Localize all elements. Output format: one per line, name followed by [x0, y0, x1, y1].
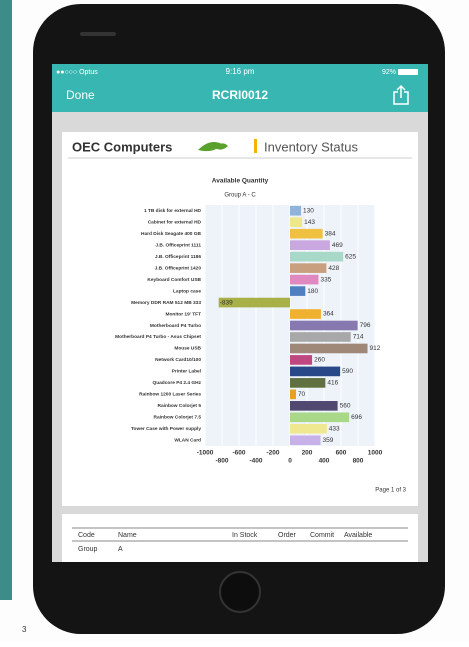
- value-label: 433: [329, 426, 340, 433]
- nav-title: RCRI0012: [212, 88, 268, 102]
- table-cell: Group: [78, 546, 98, 553]
- battery: 92%: [382, 69, 396, 76]
- y-tick-label: Monitor 19' TFT: [165, 311, 201, 317]
- edge: [0, 0, 12, 600]
- chart-subtitle: Group A - C: [224, 193, 256, 199]
- x-tick-label: 0: [288, 458, 292, 465]
- x-tick-label: -400: [249, 458, 262, 465]
- done-button[interactable]: Done: [66, 88, 95, 102]
- y-tick-label: Rainbow Colorjet 5: [158, 403, 202, 409]
- table-header: In Stock: [232, 532, 258, 539]
- page-footer: Page 1 of 3: [375, 488, 406, 494]
- bar: [290, 286, 305, 296]
- x-tick-label: 1000: [368, 450, 383, 457]
- bar: [290, 263, 326, 273]
- bar: [290, 321, 358, 331]
- bar: [290, 275, 318, 285]
- report-title: Inventory Status: [264, 139, 358, 154]
- bar: [290, 390, 296, 400]
- value-label: 180: [307, 288, 318, 295]
- y-tick-label: Memory DDR RAM 512 MB 333: [131, 300, 201, 306]
- corner-mark: 3: [22, 625, 27, 634]
- value-label: 130: [303, 207, 314, 214]
- value-label: 560: [340, 403, 351, 410]
- y-tick-label: Cabinet for external HD: [148, 219, 202, 225]
- value-label: -839: [220, 299, 233, 306]
- value-label: 796: [360, 322, 371, 329]
- separator: [254, 139, 257, 153]
- y-tick-label: J.B. Officeprint 1111: [155, 242, 201, 248]
- company: OEC Computers: [72, 139, 172, 154]
- y-tick-label: J.B. Officeprint 1420: [155, 265, 202, 271]
- y-tick-label: Hard Disk Seagate 400 GB: [141, 231, 202, 237]
- y-tick-label: WLAN Card: [174, 438, 201, 444]
- x-tick-label: 800: [353, 458, 364, 465]
- bar: [290, 355, 312, 365]
- y-tick-label: Motherboard P4 Turbo - Asus Chipset: [115, 334, 201, 340]
- time: 9:16 pm: [226, 67, 255, 76]
- x-tick-label: -800: [215, 458, 228, 465]
- x-tick-label: 200: [302, 450, 313, 457]
- battery-icon: [398, 69, 418, 75]
- table-header: Available: [344, 532, 372, 539]
- x-tick-label: 400: [319, 458, 330, 465]
- speaker: [80, 32, 116, 36]
- value-label: 335: [320, 276, 331, 283]
- y-tick-label: 1 TB disk for external HD: [144, 208, 202, 214]
- bar: [290, 332, 351, 342]
- table-header: Order: [278, 532, 297, 539]
- home-button[interactable]: [220, 572, 260, 612]
- page: ●●○○○ Optus 9:16 pm 92% Done RCRI0012 OE…: [0, 0, 469, 647]
- value-label: 714: [353, 334, 364, 341]
- bar: [290, 206, 301, 216]
- y-tick-label: Tower Case with Power supply: [131, 426, 201, 432]
- y-tick-label: Quadcore P4 2.4 GHz: [152, 380, 201, 386]
- carrier: ●●○○○ Optus: [56, 69, 98, 76]
- table-header: Name: [118, 532, 137, 539]
- value-label: 384: [325, 230, 336, 237]
- y-tick-label: Laptop case: [173, 288, 201, 294]
- bar: [290, 344, 368, 354]
- x-tick-label: -1000: [197, 450, 214, 457]
- value-label: 912: [370, 345, 381, 352]
- bar: [290, 435, 321, 445]
- x-tick-label: -600: [232, 450, 245, 457]
- value-label: 359: [323, 437, 334, 444]
- y-tick-label: Rainbow Colorjet 7.5: [154, 415, 202, 421]
- y-tick-label: Keyboard Comfort USB: [147, 277, 201, 283]
- value-label: 428: [328, 265, 339, 272]
- bar: [290, 229, 323, 239]
- value-label: 590: [342, 368, 353, 375]
- bar: [290, 217, 302, 227]
- value-label: 416: [327, 380, 338, 387]
- value-label: 143: [304, 219, 315, 226]
- value-label: 469: [332, 242, 343, 249]
- table-header: Code: [78, 532, 95, 539]
- value-label: 625: [345, 253, 356, 260]
- x-tick-label: -200: [266, 450, 279, 457]
- y-tick-label: J.B. Officeprint 1186: [155, 254, 201, 260]
- y-tick-label: Network Card10/100: [155, 357, 201, 363]
- value-label: 70: [298, 391, 306, 398]
- screenshot: ●●○○○ Optus 9:16 pm 92% Done RCRI0012 OE…: [0, 0, 469, 642]
- bar: [290, 367, 340, 377]
- bar: [290, 424, 327, 434]
- bar: [290, 240, 330, 250]
- x-tick-label: 600: [336, 450, 347, 457]
- value-label: 364: [323, 311, 334, 318]
- bar: [290, 309, 321, 319]
- value-label: 696: [351, 414, 362, 421]
- table-header: Commit: [310, 532, 334, 539]
- table-cell: A: [118, 546, 123, 553]
- y-tick-label: Printer Label: [172, 369, 201, 375]
- bar: [290, 252, 343, 262]
- y-tick-label: Motherboard P4 Turbo: [150, 323, 201, 329]
- y-tick-label: Rainbow 1200 Laser Series: [139, 392, 201, 398]
- bar: [290, 401, 338, 411]
- chart-title: Available Quantity: [212, 178, 269, 185]
- bar: [290, 412, 349, 422]
- y-tick-label: Mouse USB: [174, 346, 201, 352]
- value-label: 260: [314, 357, 325, 364]
- bar: [290, 378, 325, 388]
